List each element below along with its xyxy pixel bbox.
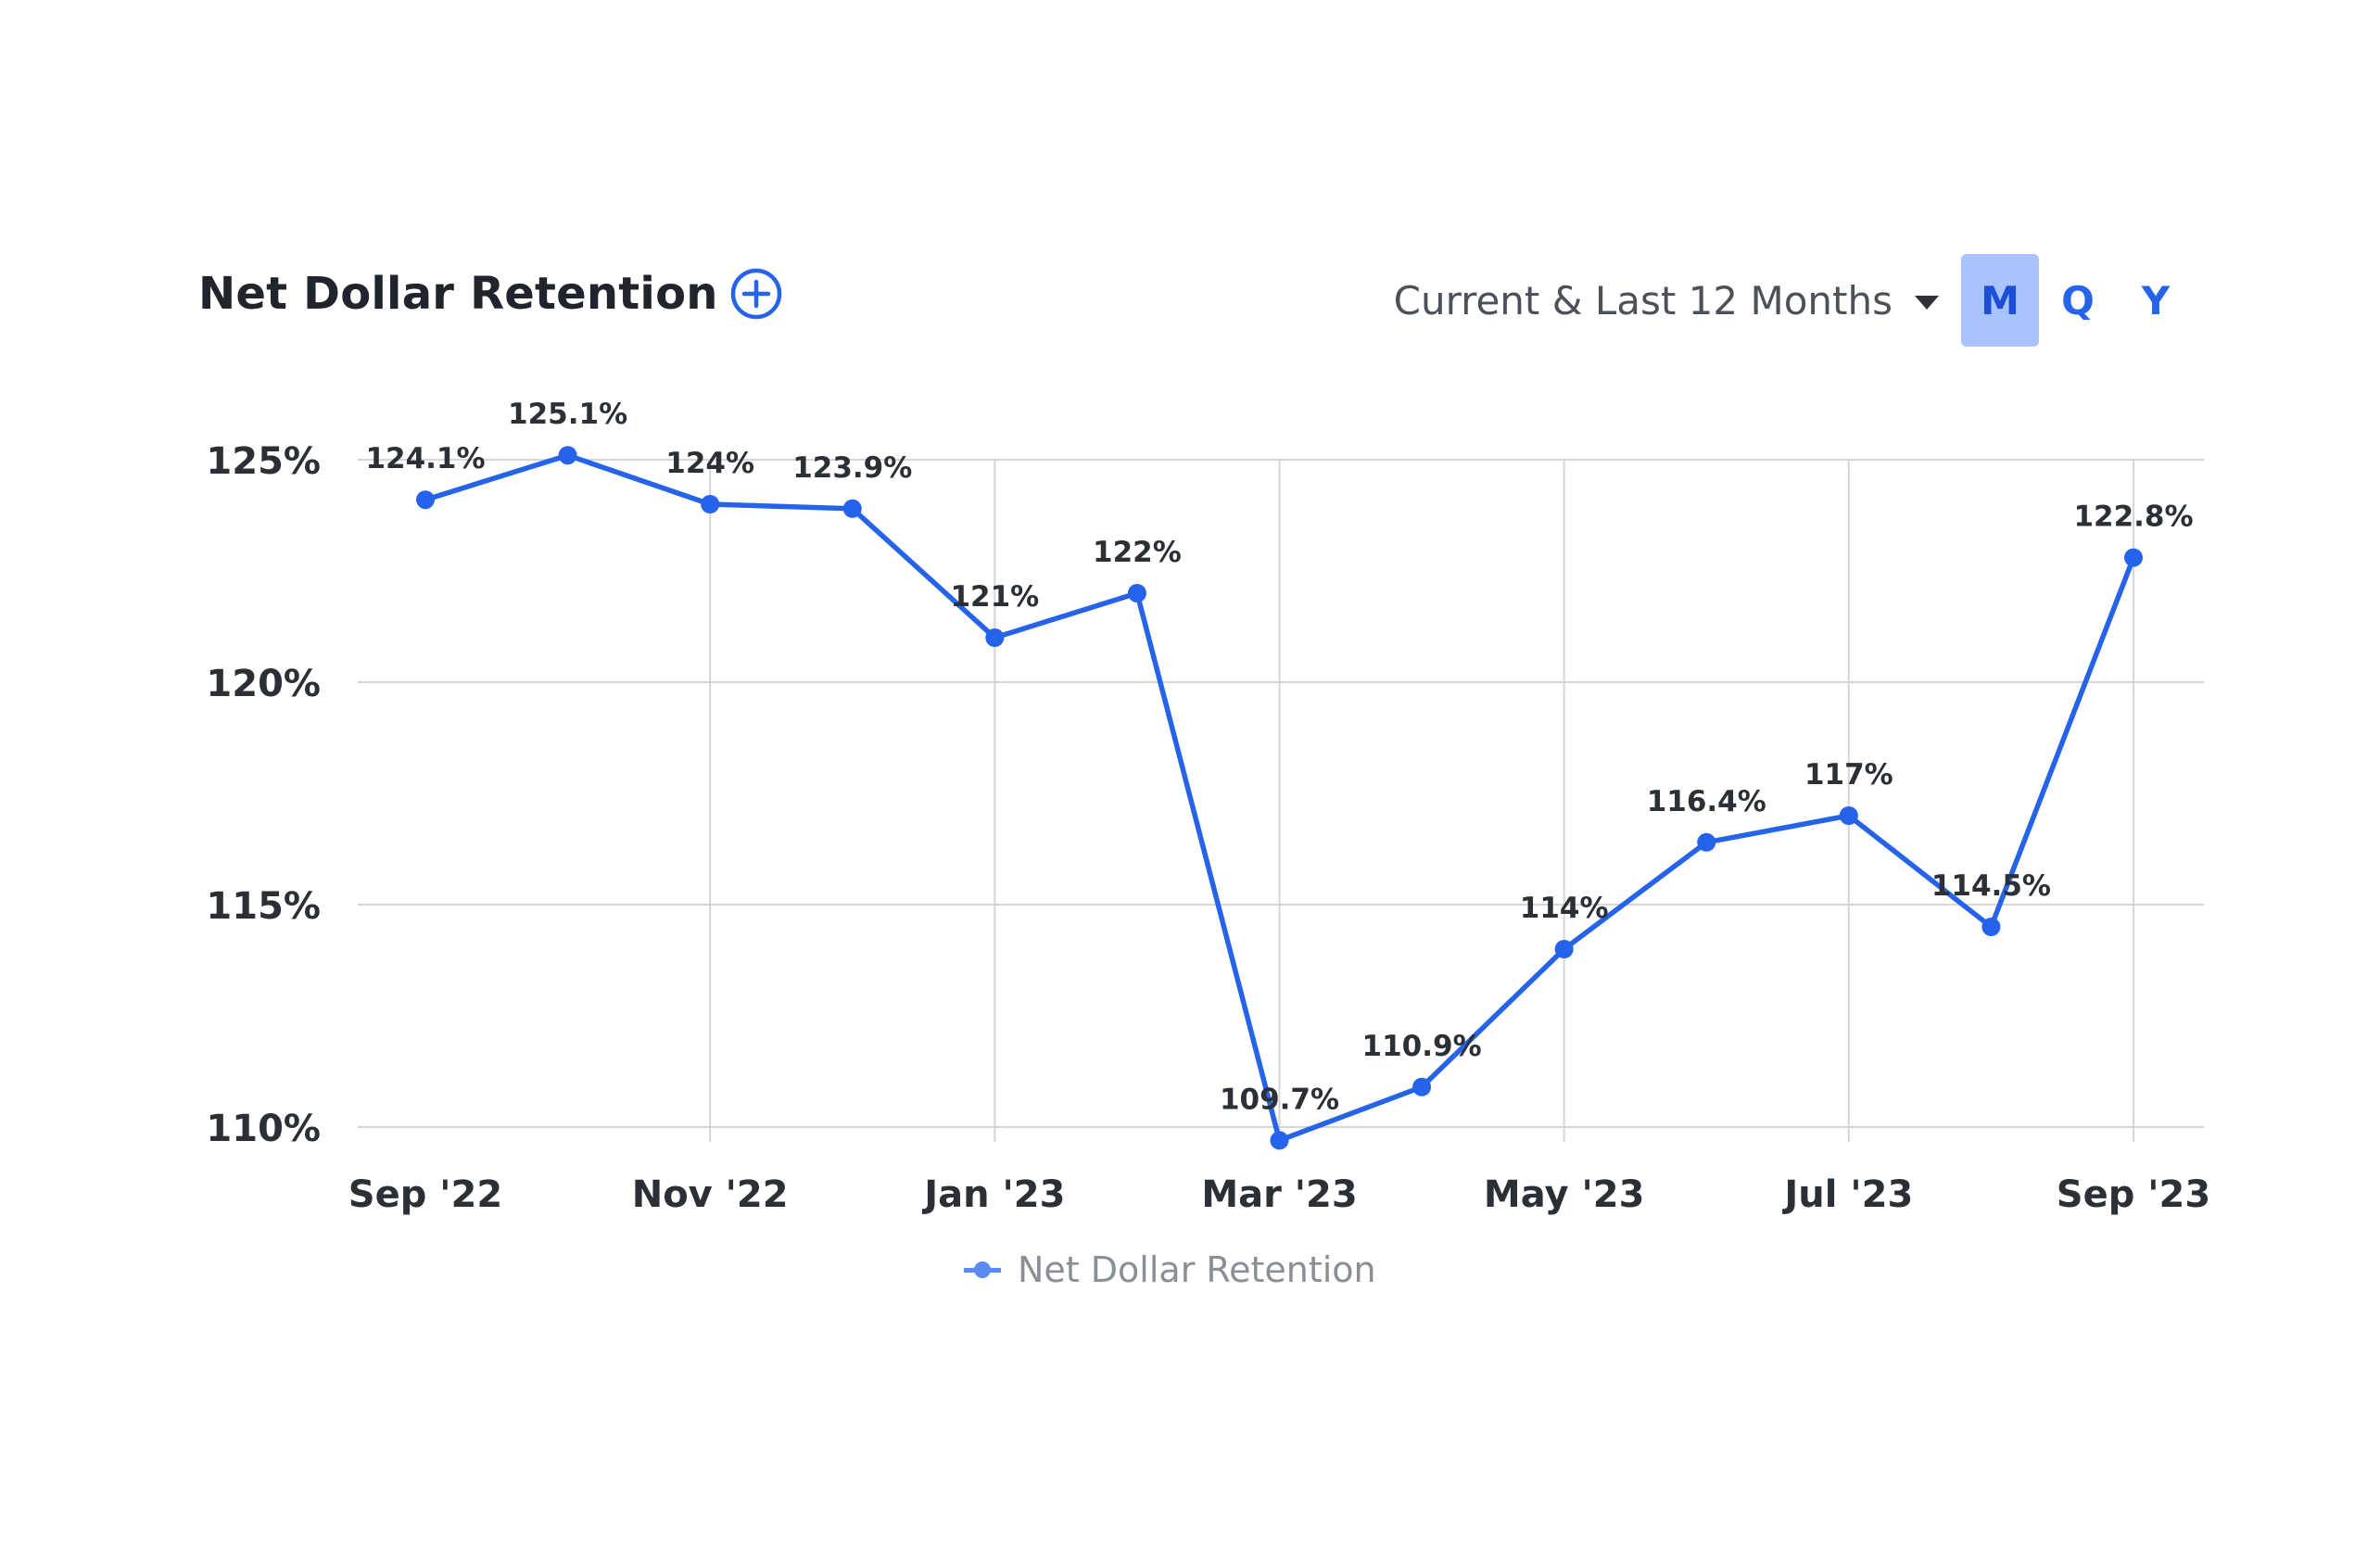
x-tick-label: May '23 xyxy=(1484,1173,1644,1216)
data-label: 110.9% xyxy=(1362,1030,1482,1063)
data-label: 109.7% xyxy=(1220,1083,1339,1116)
chart-legend[interactable]: Net Dollar Retention xyxy=(964,1249,1376,1290)
data-point xyxy=(1839,806,1858,825)
period-dropdown[interactable]: Current & Last 12 Months xyxy=(1394,278,1939,323)
data-label: 122% xyxy=(1093,536,1182,569)
y-tick-label: 115% xyxy=(206,885,321,928)
granularity-quarterly-button[interactable]: Q xyxy=(2061,277,2095,323)
data-label: 116.4% xyxy=(1647,785,1766,818)
data-point xyxy=(1554,940,1574,958)
period-dropdown-label: Current & Last 12 Months xyxy=(1393,277,1893,323)
x-tick-label: Jan '23 xyxy=(921,1173,1065,1216)
y-tick-label: 110% xyxy=(206,1108,321,1150)
x-tick-label: Mar '23 xyxy=(1201,1173,1357,1216)
data-point xyxy=(701,495,720,513)
data-label: 114.5% xyxy=(1931,869,2051,903)
y-tick-label: 120% xyxy=(206,663,321,705)
chart-controls: Current & Last 12 Months M Q Y xyxy=(1394,254,2195,347)
data-label: 124% xyxy=(665,447,754,480)
data-point xyxy=(1412,1077,1432,1096)
x-tick-label: Nov '22 xyxy=(632,1173,789,1216)
data-point xyxy=(1981,918,2001,936)
legend-swatch-icon xyxy=(964,1260,1001,1280)
data-label: 121% xyxy=(950,580,1039,614)
data-label: 114% xyxy=(1520,892,1609,925)
caret-down-icon xyxy=(1915,295,1939,310)
data-point xyxy=(416,490,435,510)
data-point xyxy=(842,499,862,518)
data-point xyxy=(2124,548,2143,567)
y-tick-label: 125% xyxy=(206,440,321,483)
data-label: 124.1% xyxy=(365,442,485,475)
data-point xyxy=(1127,584,1146,602)
data-point xyxy=(1270,1131,1289,1150)
data-label: 117% xyxy=(1804,758,1893,792)
x-tick-label: Jul '23 xyxy=(1781,1173,1913,1216)
legend-label: Net Dollar Retention xyxy=(1018,1249,1376,1290)
data-point xyxy=(985,628,1005,647)
x-tick-label: Sep '22 xyxy=(348,1173,502,1216)
granularity-yearly-button[interactable]: Y xyxy=(2141,277,2171,323)
data-label: 123.9% xyxy=(792,451,912,485)
data-point xyxy=(1697,832,1716,852)
plus-circle-icon[interactable] xyxy=(729,267,783,321)
x-tick-label: Sep '23 xyxy=(2057,1173,2210,1216)
granularity-monthly-button[interactable]: M xyxy=(1961,254,2039,347)
data-label: 125.1% xyxy=(508,398,627,431)
data-label: 122.8% xyxy=(2073,501,2193,534)
chart-header: Net Dollar Retention xyxy=(198,267,783,321)
chart-title: Net Dollar Retention xyxy=(198,268,718,320)
data-point xyxy=(558,446,577,465)
